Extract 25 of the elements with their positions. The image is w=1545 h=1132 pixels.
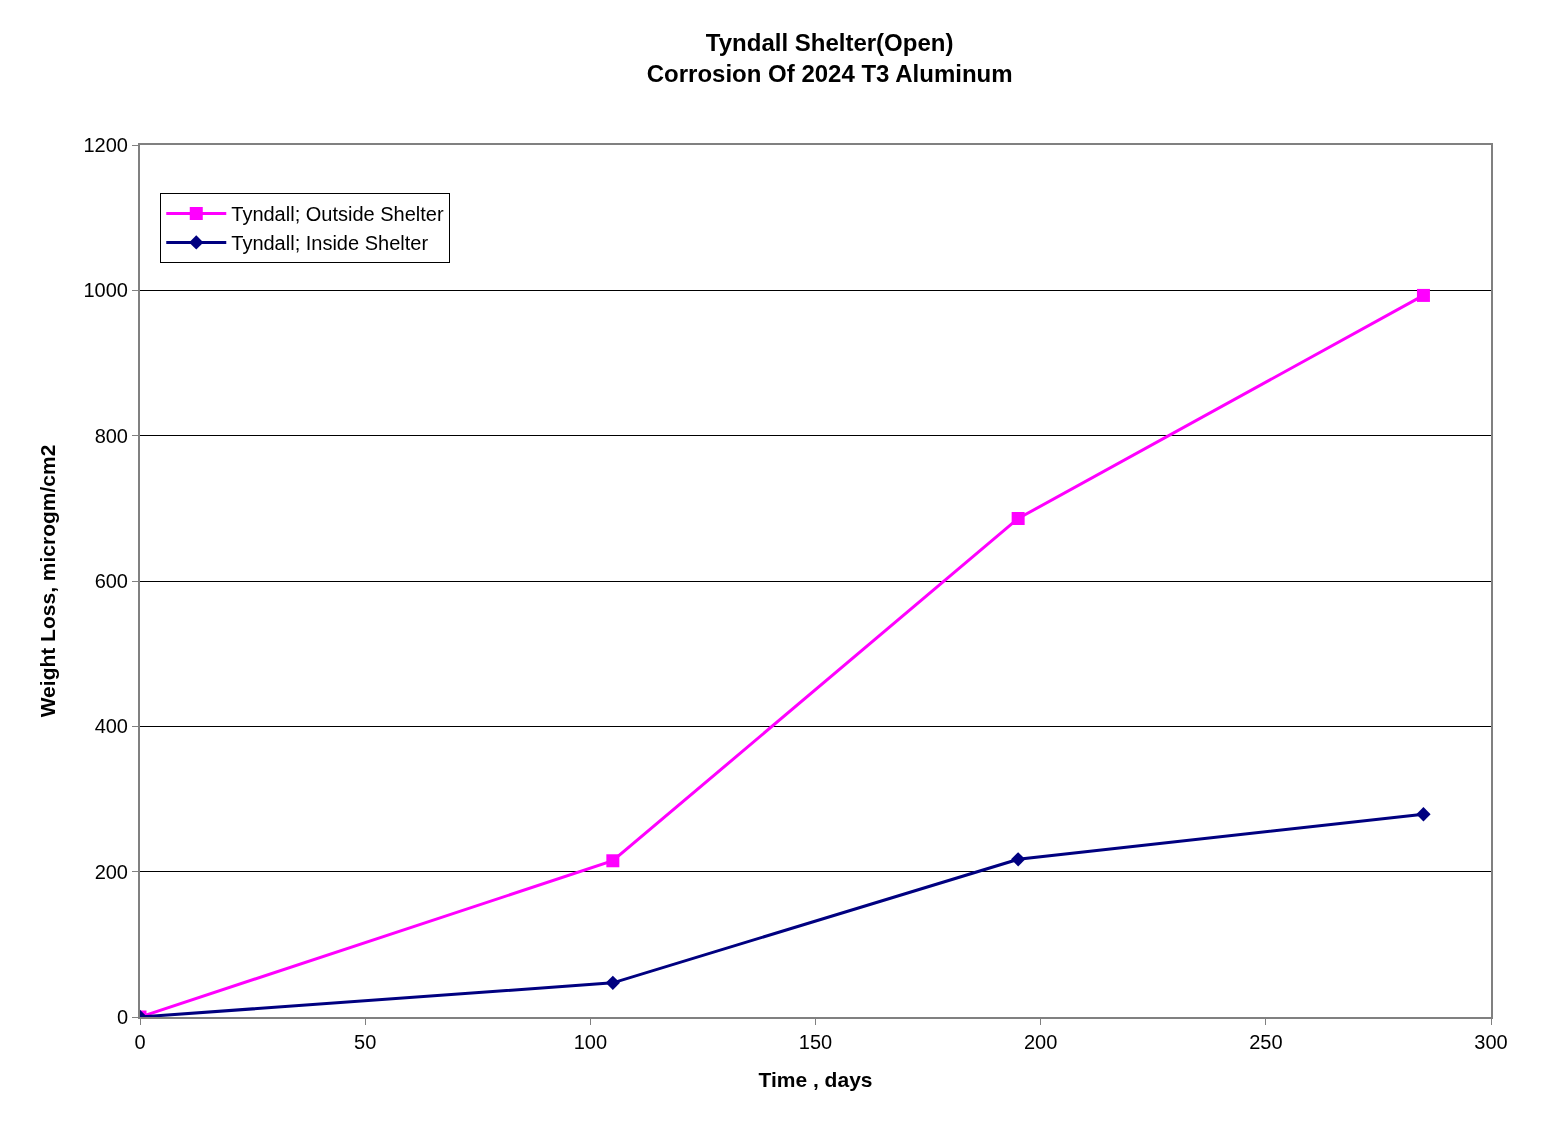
x-tick-label: 100: [573, 1031, 608, 1053]
legend-label: Tyndall; Outside Shelter: [231, 203, 444, 226]
point: [1416, 807, 1431, 822]
y-tick-label: 1200: [83, 134, 128, 156]
point: [606, 854, 620, 868]
x-tick-label: 250: [1249, 1031, 1283, 1053]
point: [1416, 288, 1430, 302]
x-tick-label: 150: [798, 1031, 833, 1053]
point: [1011, 512, 1025, 526]
y-axis-title: Weight Loss, microgm/cm2: [36, 444, 60, 718]
y-tick-label: 400: [94, 715, 128, 738]
x-axis-title: Time , days: [758, 1067, 873, 1091]
legend-label: Tyndall; Inside Shelter: [231, 232, 429, 255]
x-tick-label: 0: [134, 1031, 146, 1053]
point: [1011, 852, 1026, 867]
x-tick-label: 300: [1474, 1031, 1508, 1053]
y-tick-label: 1000: [83, 279, 128, 302]
y-tick-label: 800: [94, 424, 128, 447]
y-tick-label: 200: [94, 860, 128, 883]
y-tick-label: 0: [116, 1006, 128, 1028]
y-tick-label: 600: [94, 570, 128, 592]
x-tick-label: 200: [1023, 1031, 1058, 1053]
x-tick-label: 50: [354, 1031, 377, 1053]
chart-title: Tyndall Shelter(Open) Corrosion Of 2024 T3 Aluminum: [646, 28, 1013, 88]
point: [605, 975, 620, 990]
